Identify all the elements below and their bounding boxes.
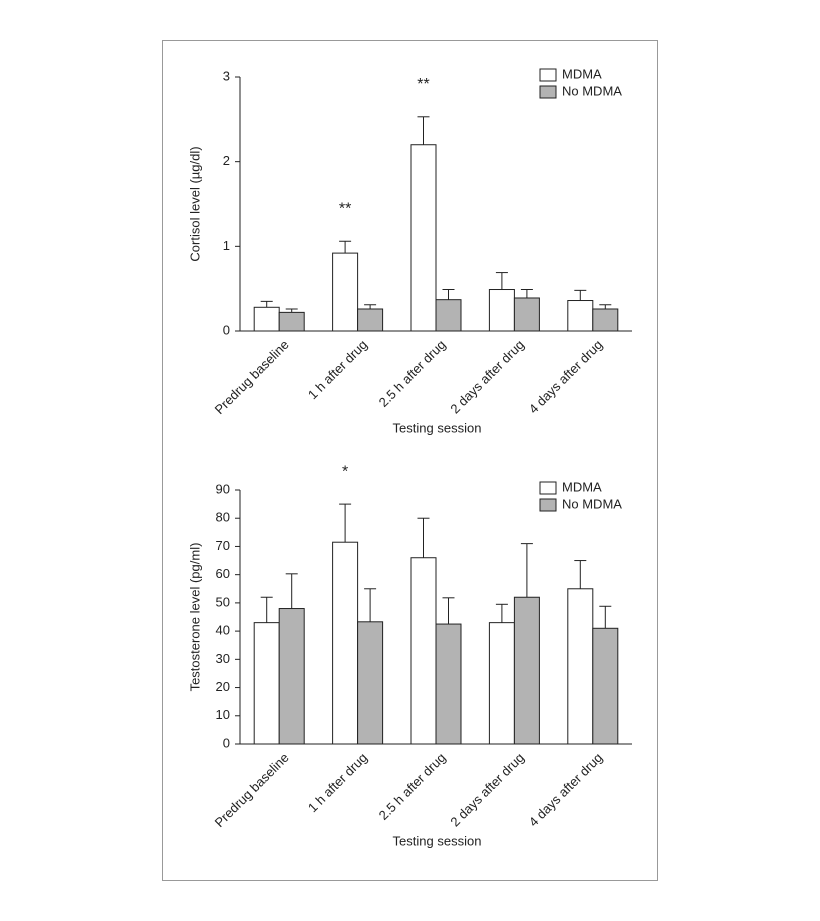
y-tick-label: 70: [216, 538, 230, 553]
legend-label: No MDMA: [562, 83, 622, 98]
y-tick-label: 60: [216, 566, 230, 581]
bar: [357, 308, 384, 332]
bar: [513, 596, 540, 745]
legend-swatch: [539, 85, 557, 99]
significance-marker: **: [417, 76, 429, 93]
y-tick-label: 0: [223, 322, 230, 337]
significance-marker: *: [342, 463, 348, 480]
bar: [488, 289, 515, 332]
bar: [357, 621, 384, 745]
y-tick-label: 20: [216, 679, 230, 694]
bar: [567, 588, 594, 745]
legend-swatch: [539, 481, 557, 495]
bar: [332, 252, 359, 332]
x-axis-label: Testing session: [393, 833, 482, 848]
bar: [592, 308, 619, 332]
legend-swatch: [539, 68, 557, 82]
significance-marker: **: [339, 200, 351, 217]
y-tick-label: 0: [223, 735, 230, 750]
y-tick-label: 2: [223, 153, 230, 168]
y-tick-label: 90: [216, 481, 230, 496]
bar: [278, 608, 305, 745]
bar: [253, 622, 280, 745]
frame: [162, 40, 658, 881]
bar: [567, 300, 594, 332]
y-tick-label: 50: [216, 594, 230, 609]
y-tick-label: 40: [216, 623, 230, 638]
legend-label: MDMA: [562, 66, 602, 81]
legend-label: No MDMA: [562, 496, 622, 511]
legend-label: MDMA: [562, 479, 602, 494]
y-tick-label: 80: [216, 510, 230, 525]
bar: [488, 622, 515, 745]
bar: [278, 311, 305, 332]
y-tick-label: 30: [216, 651, 230, 666]
bar: [435, 623, 462, 745]
bar: [410, 144, 437, 332]
bar: [332, 541, 359, 745]
bar: [513, 297, 540, 332]
x-axis-label: Testing session: [393, 420, 482, 435]
legend-swatch: [539, 498, 557, 512]
bar: [410, 557, 437, 745]
y-tick-label: 10: [216, 707, 230, 722]
bar: [253, 306, 280, 332]
y-tick-label: 3: [223, 68, 230, 83]
y-axis-label: Testosterone level (pg/ml): [187, 543, 202, 692]
bar: [592, 627, 619, 745]
y-tick-label: 1: [223, 238, 230, 253]
y-axis-label: Cortisol level (µg/dl): [187, 146, 202, 261]
bar: [435, 299, 462, 332]
